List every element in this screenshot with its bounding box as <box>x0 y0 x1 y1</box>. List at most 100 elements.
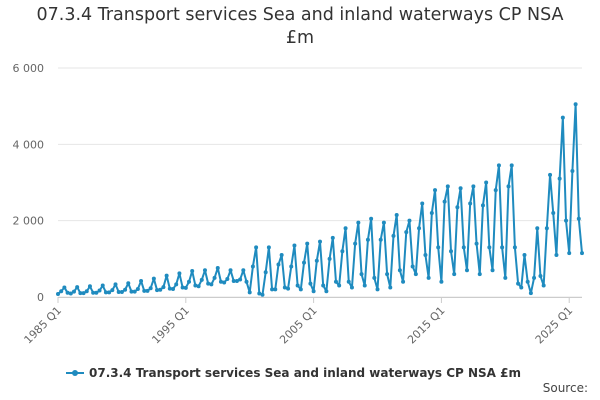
data-point[interactable] <box>349 285 354 290</box>
legend[interactable]: 07.3.4 Transport services Sea and inland… <box>66 366 521 380</box>
data-point[interactable] <box>417 226 422 231</box>
data-point[interactable] <box>247 290 252 295</box>
data-point[interactable] <box>65 290 70 295</box>
data-point[interactable] <box>570 169 575 174</box>
data-point[interactable] <box>62 285 67 290</box>
data-point[interactable] <box>401 279 406 284</box>
data-point[interactable] <box>257 291 262 296</box>
data-point[interactable] <box>461 245 466 250</box>
data-point[interactable] <box>388 285 393 290</box>
data-point[interactable] <box>107 290 112 295</box>
data-point[interactable] <box>343 226 348 231</box>
data-point[interactable] <box>308 281 313 286</box>
data-point[interactable] <box>231 278 236 283</box>
data-point[interactable] <box>225 277 230 282</box>
data-point[interactable] <box>423 253 428 258</box>
data-point[interactable] <box>84 289 89 294</box>
data-point[interactable] <box>190 269 195 274</box>
data-point[interactable] <box>196 284 201 289</box>
data-point[interactable] <box>535 226 540 231</box>
data-point[interactable] <box>369 216 374 221</box>
data-point[interactable] <box>56 291 60 296</box>
data-point[interactable] <box>282 285 287 290</box>
data-point[interactable] <box>493 188 498 193</box>
data-point[interactable] <box>59 289 64 294</box>
data-point[interactable] <box>372 275 377 280</box>
data-point[interactable] <box>289 264 294 269</box>
data-point[interactable] <box>490 268 495 273</box>
data-point[interactable] <box>378 237 383 242</box>
data-point[interactable] <box>206 281 211 286</box>
data-point[interactable] <box>273 287 278 292</box>
data-point[interactable] <box>266 245 271 250</box>
data-point[interactable] <box>218 279 223 284</box>
data-point[interactable] <box>215 265 220 270</box>
data-point[interactable] <box>286 286 291 291</box>
data-point[interactable] <box>100 283 105 288</box>
data-point[interactable] <box>164 273 169 278</box>
data-point[interactable] <box>506 184 511 189</box>
data-point[interactable] <box>113 282 118 287</box>
data-point[interactable] <box>119 290 124 295</box>
data-point[interactable] <box>126 281 131 286</box>
data-point[interactable] <box>171 286 176 291</box>
data-point[interactable] <box>161 285 166 290</box>
data-point[interactable] <box>560 115 565 120</box>
data-point[interactable] <box>528 291 533 296</box>
data-point[interactable] <box>295 283 300 288</box>
data-point[interactable] <box>298 287 303 292</box>
data-point[interactable] <box>557 176 562 181</box>
data-point[interactable] <box>519 285 524 290</box>
data-point[interactable] <box>541 283 546 288</box>
data-point[interactable] <box>292 243 297 248</box>
data-point[interactable] <box>480 203 485 208</box>
data-point[interactable] <box>410 264 415 269</box>
data-point[interactable] <box>452 272 457 277</box>
data-point[interactable] <box>500 245 505 250</box>
data-point[interactable] <box>554 253 559 258</box>
data-point[interactable] <box>81 291 86 296</box>
data-point[interactable] <box>381 220 386 225</box>
data-point[interactable] <box>346 279 351 284</box>
data-point[interactable] <box>397 268 402 273</box>
data-point[interactable] <box>426 275 431 280</box>
data-point[interactable] <box>202 268 207 273</box>
data-point[interactable] <box>471 184 476 189</box>
data-point[interactable] <box>250 264 255 269</box>
data-point[interactable] <box>110 288 115 293</box>
data-point[interactable] <box>385 272 390 277</box>
data-point[interactable] <box>429 211 434 216</box>
data-point[interactable] <box>576 216 581 221</box>
data-point[interactable] <box>260 292 265 297</box>
data-point[interactable] <box>318 239 322 244</box>
data-point[interactable] <box>551 211 556 216</box>
data-point[interactable] <box>525 279 530 284</box>
data-point[interactable] <box>567 251 572 256</box>
data-point[interactable] <box>148 286 153 291</box>
data-point[interactable] <box>407 218 412 223</box>
data-point[interactable] <box>496 163 501 168</box>
data-point[interactable] <box>442 199 447 204</box>
data-point[interactable] <box>305 241 310 246</box>
data-point[interactable] <box>276 262 281 267</box>
data-point[interactable] <box>538 274 543 279</box>
data-point[interactable] <box>445 184 450 189</box>
data-point[interactable] <box>180 285 185 290</box>
data-point[interactable] <box>391 233 396 238</box>
data-point[interactable] <box>167 286 172 291</box>
data-point[interactable] <box>174 282 179 287</box>
data-point[interactable] <box>455 205 460 210</box>
data-point[interactable] <box>365 237 370 242</box>
data-point[interactable] <box>199 277 204 282</box>
data-point[interactable] <box>433 188 438 193</box>
data-point[interactable] <box>580 251 584 256</box>
data-point[interactable] <box>193 283 198 288</box>
data-point[interactable] <box>222 280 227 285</box>
data-point[interactable] <box>270 287 275 292</box>
data-point[interactable] <box>449 249 453 254</box>
data-point[interactable] <box>132 289 137 294</box>
data-point[interactable] <box>123 287 128 292</box>
data-point[interactable] <box>394 212 399 217</box>
data-point[interactable] <box>212 275 217 280</box>
data-point[interactable] <box>340 249 345 254</box>
